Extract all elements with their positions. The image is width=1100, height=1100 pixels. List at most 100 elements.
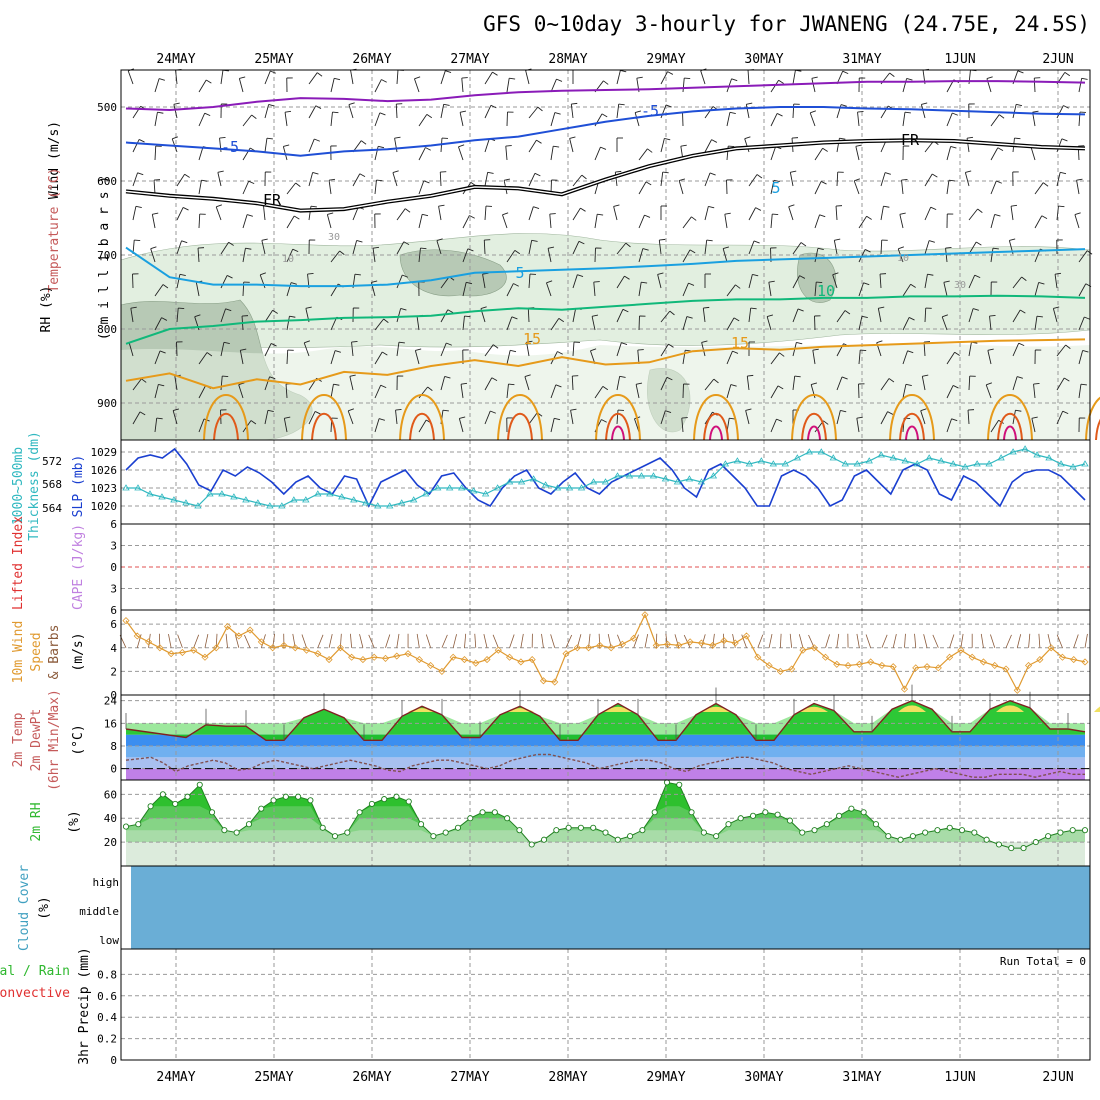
wind-barb-flag (711, 139, 718, 143)
wind-barb (176, 240, 182, 255)
wind-barb (946, 112, 953, 127)
wind-barb-flag (491, 377, 498, 382)
wind-barb-flag (729, 417, 736, 420)
wind-barb-flag (577, 274, 584, 277)
wind-barb-flag (1076, 178, 1083, 181)
wind-barb-flag (735, 284, 741, 289)
isotherm-30 (905, 425, 919, 441)
wind-barb (330, 350, 336, 365)
wind-barb (264, 70, 271, 85)
wind-barb-flag (554, 112, 561, 115)
speed-point (336, 644, 344, 652)
thickness-point (1009, 448, 1017, 455)
top-date-label: 27MAY (450, 52, 489, 67)
surface-wind-barb (416, 633, 420, 648)
thickness-point (1069, 463, 1077, 470)
speed-point (1058, 653, 1067, 661)
wind-barb (638, 214, 645, 229)
thickness-point (457, 484, 466, 491)
wind-barb (462, 316, 465, 331)
top-date-label: 31MAY (842, 52, 881, 67)
wind-barb (858, 350, 861, 365)
surface-wind-barb (949, 634, 955, 648)
temp-series (125, 684, 1086, 778)
wind-barb-flag (459, 110, 467, 113)
wind-barb-flag (597, 213, 604, 216)
wind-barb-flag (272, 309, 278, 314)
surface-wind-barb (789, 633, 793, 648)
wind-barb (946, 385, 954, 399)
wind-barb (616, 309, 624, 323)
wind-barb (176, 174, 186, 187)
wind-barb (462, 248, 469, 263)
wind-barb (836, 410, 841, 425)
wind-tick-labels: 0 2 4 6 (110, 618, 117, 702)
wind-barb (635, 384, 640, 399)
wind-barb-flag (398, 341, 405, 344)
surface-wind-barb (1038, 633, 1041, 648)
wind-barb (701, 342, 706, 357)
wind-barb-flag (260, 272, 267, 276)
wind-barb-flag (426, 114, 433, 119)
wind-barb-flag (172, 136, 179, 140)
rh-point (405, 798, 412, 805)
thickness-point (709, 472, 718, 479)
rh-point (577, 824, 584, 831)
surface-wind-barb (892, 634, 897, 648)
speed-point (562, 650, 570, 658)
wind-barb (571, 375, 574, 391)
wind-barb-flag (898, 246, 905, 250)
thickness-point (146, 490, 154, 497)
wind-barb-flag (487, 171, 494, 174)
wind-barb-flag (1062, 410, 1069, 415)
wind-barb-flag (443, 103, 450, 106)
wind-barb-flag (490, 104, 497, 109)
wind-barb-flag (461, 77, 468, 79)
thickness-point (637, 472, 646, 479)
speed-point (393, 652, 401, 660)
thickness-point (278, 502, 286, 509)
wind-barb-flag (555, 384, 562, 388)
surface-wind-barb (368, 634, 375, 648)
wind-barb (374, 146, 379, 161)
precip-label-c: 3hr Precip (mm) (77, 947, 92, 1064)
wind-barb (1012, 276, 1022, 289)
wind-barb-flag (152, 212, 159, 215)
wind-barb (792, 308, 799, 323)
wind-barb-flag (354, 273, 361, 276)
wind-barb (130, 308, 134, 323)
thickness-point (529, 475, 538, 482)
wind-barb-flag (238, 382, 245, 386)
wind-barb (395, 103, 398, 119)
speed-point (878, 661, 886, 670)
wind-barb-flag (376, 179, 383, 182)
wind-barb (660, 71, 668, 85)
surface-wind-barb (301, 634, 307, 648)
wind-barb (286, 215, 295, 229)
wind-barb-flag (641, 281, 648, 284)
precip-tick-label: 0.4 (97, 1011, 117, 1024)
rh-point (774, 811, 781, 818)
wind-barb-flag (511, 316, 518, 320)
precip-tick-label: 0.6 (97, 990, 117, 1003)
wind-barb (220, 242, 230, 255)
wind-barb-flag (1080, 383, 1087, 386)
wind-barb-flag (492, 71, 498, 76)
surface-wind-barb (193, 634, 200, 648)
thickness-point (685, 475, 694, 482)
speed-point (517, 658, 525, 666)
wind-barb (634, 112, 640, 127)
wind-barb-flag (1042, 182, 1049, 187)
wind-barb-flag (351, 341, 358, 343)
thickness-point (697, 478, 706, 485)
surface-wind-barb (960, 633, 964, 648)
rh-point (811, 827, 818, 834)
speed-point (855, 660, 863, 668)
thickness-point (314, 490, 322, 497)
surface-wind-barb (244, 634, 251, 648)
wind-barb-flag (972, 308, 979, 311)
top-date-label: 30MAY (744, 52, 783, 67)
wind-barb-flag (524, 374, 531, 378)
speed-point (709, 641, 717, 649)
wind-barb (374, 385, 382, 399)
